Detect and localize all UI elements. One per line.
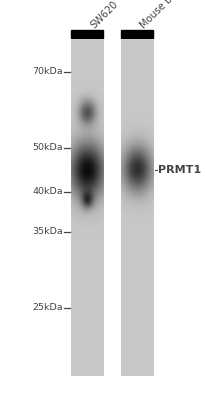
Text: 70kDa: 70kDa	[32, 68, 62, 76]
Bar	[70, 30, 102, 38]
Text: Mouse brain: Mouse brain	[138, 0, 187, 30]
Text: PRMT1: PRMT1	[157, 165, 200, 175]
Text: 25kDa: 25kDa	[32, 304, 62, 312]
Text: 35kDa: 35kDa	[32, 228, 62, 236]
Text: 40kDa: 40kDa	[32, 188, 62, 196]
Text: 50kDa: 50kDa	[32, 144, 62, 152]
Bar	[120, 30, 152, 38]
Bar	[70, 40, 102, 376]
Text: SW620: SW620	[89, 0, 120, 30]
Bar	[120, 40, 152, 376]
